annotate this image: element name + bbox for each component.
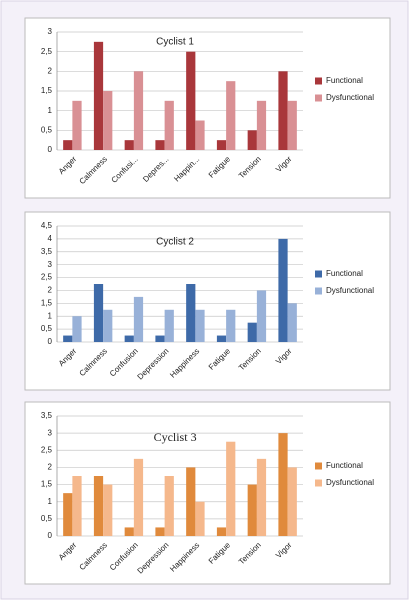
bar [72, 476, 82, 536]
y-tick-label: 4 [48, 234, 53, 243]
y-tick-label: 2 [48, 66, 53, 75]
bar [133, 296, 144, 342]
y-tick-label: 0 [48, 337, 53, 346]
legend-label: Functional [326, 76, 363, 85]
y-tick-label: 4,5 [41, 221, 53, 230]
bar [155, 335, 165, 342]
y-tick-label: 3,5 [41, 411, 53, 420]
y-tick-label: 1,5 [41, 480, 53, 489]
bar [256, 290, 267, 342]
y-tick-label: 3 [48, 260, 53, 269]
y-tick-label: 2,5 [41, 273, 53, 282]
y-tick-label: 2,5 [41, 445, 53, 454]
y-tick-label: 0,5 [41, 324, 53, 333]
y-tick-label: 0,5 [41, 125, 53, 134]
bar [195, 501, 205, 536]
legend-label: Functional [326, 461, 363, 470]
chart-box [24, 401, 391, 585]
y-tick-label: 3,5 [41, 247, 53, 256]
y-tick-label: 3 [48, 27, 53, 36]
bar [247, 484, 257, 536]
y-tick-label: 1 [48, 311, 53, 320]
y-tick-label: 3 [48, 428, 53, 437]
bar [226, 441, 236, 536]
bar [133, 71, 144, 150]
bar [124, 140, 134, 150]
bar [93, 284, 104, 342]
bar [63, 335, 73, 342]
legend-swatch [315, 462, 322, 470]
bar [103, 484, 113, 536]
y-tick-label: 0 [48, 145, 53, 154]
legend-swatch [315, 270, 322, 278]
bar [226, 309, 236, 342]
chart-title: Cyclist 2 [156, 237, 194, 248]
bar [133, 458, 144, 536]
y-tick-label: 2,5 [41, 47, 53, 56]
bar [226, 81, 236, 150]
legend-swatch [315, 479, 322, 487]
bar [63, 140, 73, 150]
y-tick-label: 2 [48, 286, 53, 295]
bar [278, 433, 288, 536]
legend-label: Functional [326, 269, 363, 278]
bar [216, 527, 227, 536]
bar [256, 100, 267, 150]
bar [287, 303, 297, 342]
bar [287, 100, 297, 150]
y-tick-label: 1,5 [41, 298, 53, 307]
y-tick-label: 1,5 [41, 86, 53, 95]
chart-box [24, 17, 391, 199]
bar [124, 527, 134, 536]
legend-swatch [315, 77, 322, 85]
legend-label: Dysfunctional [326, 286, 374, 295]
bar [216, 140, 227, 150]
y-tick-label: 0 [48, 531, 53, 540]
bar [164, 309, 174, 342]
bar [247, 322, 257, 342]
bar [103, 91, 113, 150]
y-tick-label: 2 [48, 463, 53, 472]
legend-label: Dysfunctional [326, 93, 374, 102]
bar [186, 51, 196, 150]
legend-swatch [315, 94, 322, 102]
chart-title: Cyclist 1 [156, 37, 194, 48]
legend-label: Dysfunctional [326, 478, 374, 487]
bar [93, 41, 104, 151]
bar [186, 467, 196, 536]
y-tick-label: 0,5 [41, 514, 53, 523]
bar [155, 140, 165, 150]
bar [72, 100, 82, 150]
bar [164, 476, 174, 536]
bar [186, 284, 196, 342]
bar [103, 309, 113, 342]
bar [278, 238, 288, 342]
y-tick-label: 1 [48, 497, 53, 506]
bar [216, 335, 227, 342]
bar [155, 527, 165, 536]
bar [93, 476, 104, 536]
bar [164, 100, 174, 150]
bar [278, 71, 288, 150]
y-tick-label: 1 [48, 106, 53, 115]
legend-swatch [315, 287, 322, 295]
bar [63, 493, 73, 536]
bar [247, 130, 257, 150]
bar [195, 120, 205, 150]
bar [287, 467, 297, 536]
bar [124, 335, 134, 342]
chart-title: Cyclist 3 [154, 430, 197, 444]
chart-box [24, 211, 391, 391]
bar [195, 309, 205, 342]
bar [256, 458, 267, 536]
bar [72, 316, 82, 342]
